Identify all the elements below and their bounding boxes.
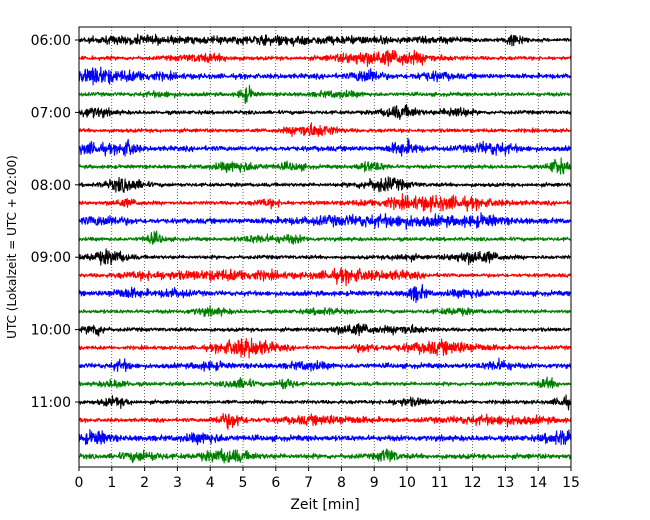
trace-0745	[78, 157, 572, 175]
trace-1115	[78, 412, 572, 430]
y-tick-label: 08:00	[31, 178, 71, 194]
x-tick-label: 10	[398, 475, 416, 491]
x-tick-label: 1	[107, 475, 116, 491]
plot-frame	[78, 26, 572, 468]
trace-0800	[78, 176, 572, 194]
trace-0815	[78, 193, 572, 213]
trace-0615	[78, 49, 572, 67]
trace-1015	[78, 337, 572, 359]
x-tick-label: 12	[464, 475, 482, 491]
trace-1145	[78, 447, 572, 464]
trace-0600	[78, 33, 572, 47]
x-tick-label: 11	[431, 475, 449, 491]
trace-0900	[78, 248, 572, 266]
y-tick-label: 07:00	[31, 105, 71, 121]
trace-1130	[78, 429, 572, 446]
x-tick-label: 8	[337, 475, 346, 491]
y-tick-label: 09:00	[31, 250, 71, 266]
x-tick-label: 5	[239, 475, 248, 491]
trace-1030	[78, 357, 572, 373]
trace-1000	[78, 323, 572, 337]
x-axis-label: Zeit [min]	[290, 497, 359, 513]
trace-1100	[78, 394, 572, 411]
x-tick-label: 4	[206, 475, 215, 491]
x-axis-ticks: 0 1 2 3 4 5 6 7 8 9 10 11 12 13 14 15	[75, 467, 580, 491]
trace-0645	[78, 84, 572, 105]
x-tick-label: 13	[496, 475, 514, 491]
y-axis-label: UTC (Lokalzeit = UTC + 02:00)	[5, 155, 19, 339]
x-tick-label: 15	[562, 475, 580, 491]
trace-0915	[78, 267, 572, 287]
x-tick-label: 0	[75, 475, 84, 491]
trace-0945	[78, 304, 572, 318]
trace-0930	[78, 284, 572, 304]
seismic-traces	[78, 33, 572, 464]
x-tick-label: 2	[140, 475, 149, 491]
y-tick-label: 06:00	[31, 33, 71, 49]
trace-0715	[78, 122, 572, 137]
x-tick-label: 9	[370, 475, 379, 491]
y-axis-ticks: 06:00 07:00 08:00 09:00 10:00 11:00	[31, 33, 79, 411]
trace-0700	[78, 103, 572, 120]
trace-0830	[78, 212, 572, 230]
y-tick-label: 11:00	[31, 395, 71, 411]
x-tick-label: 7	[304, 475, 313, 491]
trace-1045	[78, 376, 572, 390]
x-tick-label: 3	[173, 475, 182, 491]
x-tick-label: 14	[529, 475, 547, 491]
x-tick-label: 6	[271, 475, 280, 491]
trace-0730	[78, 137, 572, 157]
y-tick-label: 10:00	[31, 323, 71, 339]
trace-0630	[78, 66, 572, 86]
trace-0845	[78, 230, 572, 245]
